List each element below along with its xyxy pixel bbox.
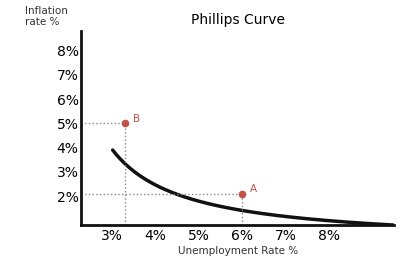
Text: B: B: [133, 114, 140, 124]
Text: A: A: [250, 184, 257, 194]
X-axis label: Unemployment Rate %: Unemployment Rate %: [178, 246, 298, 256]
Text: Inflation
rate %: Inflation rate %: [25, 6, 68, 28]
Title: Phillips Curve: Phillips Curve: [191, 13, 285, 27]
